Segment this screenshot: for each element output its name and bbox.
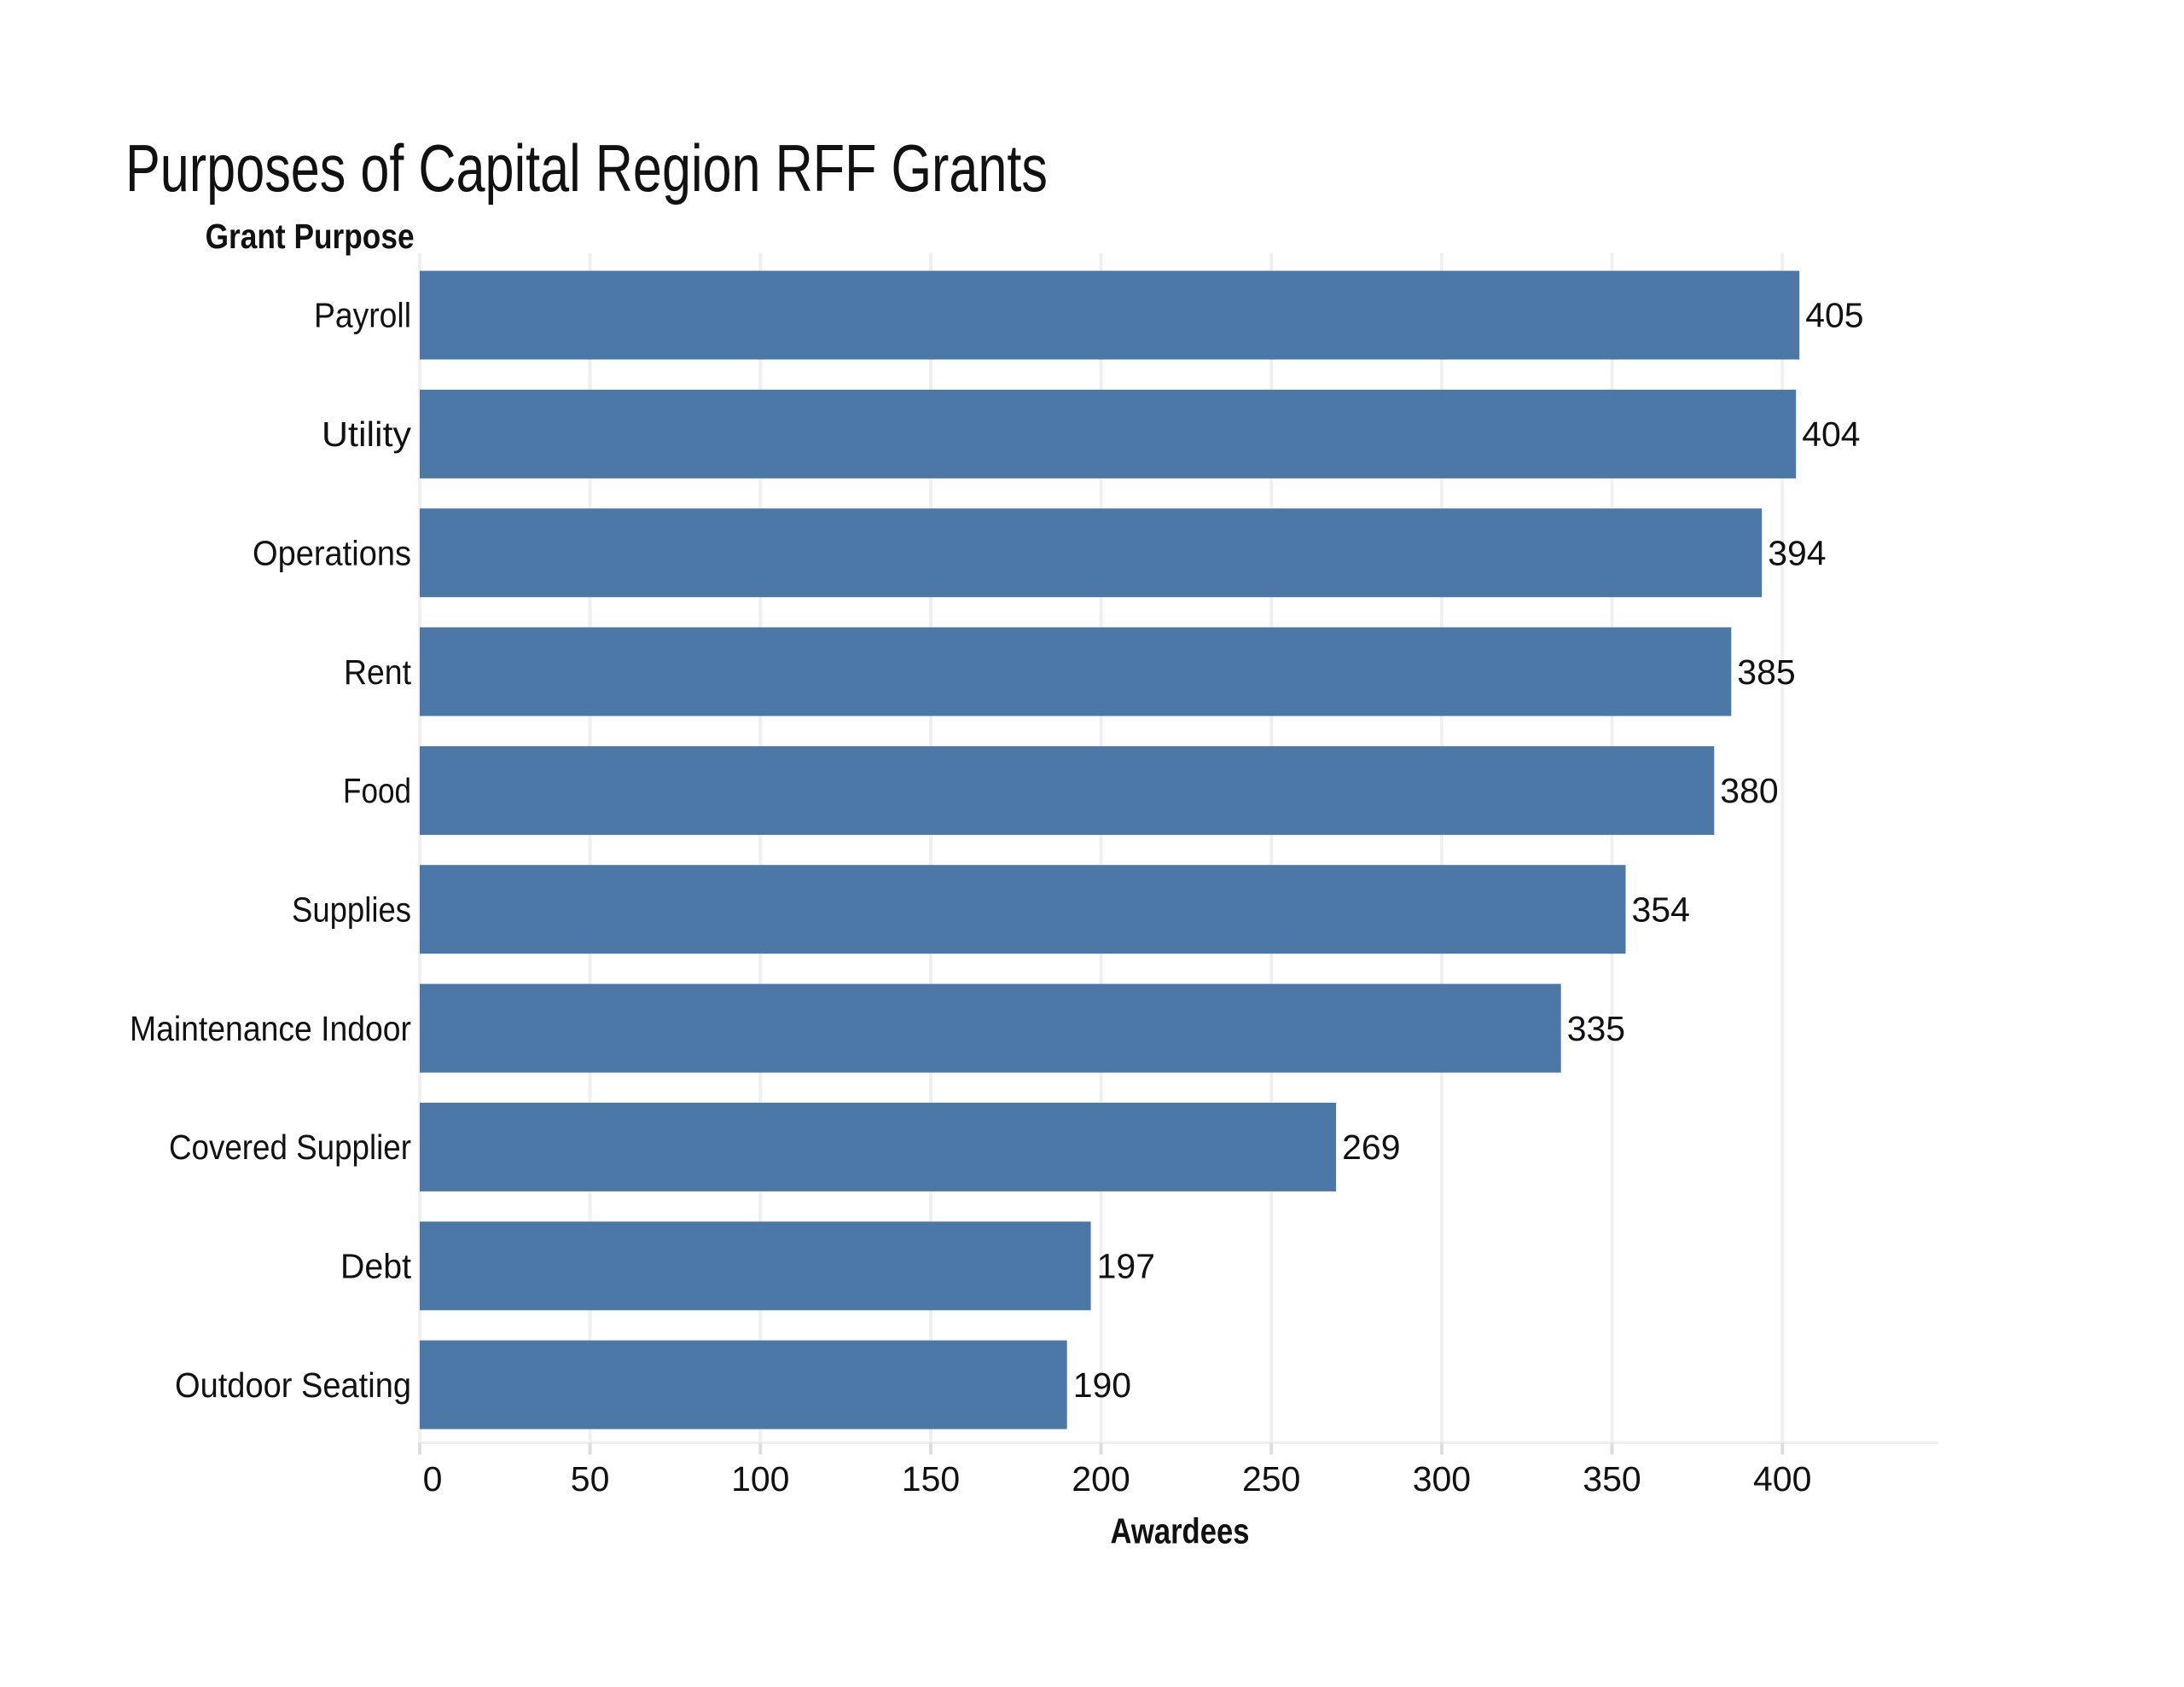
- svg-text:250: 250: [1242, 1459, 1300, 1499]
- svg-text:50: 50: [571, 1459, 610, 1499]
- svg-text:380: 380: [1720, 771, 1778, 810]
- svg-text:Supplies: Supplies: [292, 890, 411, 930]
- svg-text:385: 385: [1737, 652, 1795, 692]
- svg-text:394: 394: [1768, 533, 1826, 572]
- svg-text:405: 405: [1805, 296, 1863, 335]
- svg-text:354: 354: [1632, 890, 1690, 930]
- svg-text:300: 300: [1413, 1459, 1471, 1499]
- svg-text:Purposes of Capital Region RFF: Purposes of Capital Region RFF Grants: [125, 130, 1048, 206]
- svg-text:Outdoor Seating: Outdoor Seating: [175, 1365, 411, 1405]
- svg-text:Food: Food: [343, 771, 411, 810]
- svg-text:Grant Purpose: Grant Purpose: [206, 217, 415, 256]
- svg-text:Awardees: Awardees: [1111, 1511, 1250, 1551]
- svg-text:197: 197: [1097, 1247, 1155, 1286]
- svg-text:Covered Supplier: Covered Supplier: [169, 1128, 411, 1167]
- svg-text:190: 190: [1073, 1365, 1131, 1405]
- svg-text:Maintenance Indoor: Maintenance Indoor: [130, 1009, 411, 1048]
- svg-text:Rent: Rent: [344, 652, 412, 692]
- svg-text:200: 200: [1072, 1459, 1130, 1499]
- svg-text:350: 350: [1583, 1459, 1641, 1499]
- svg-text:Utility: Utility: [322, 415, 412, 454]
- svg-text:Payroll: Payroll: [314, 296, 411, 335]
- svg-text:100: 100: [731, 1459, 789, 1499]
- svg-text:Debt: Debt: [340, 1247, 412, 1286]
- svg-text:404: 404: [1802, 415, 1860, 454]
- svg-text:150: 150: [902, 1459, 960, 1499]
- svg-text:269: 269: [1342, 1128, 1400, 1167]
- svg-text:0: 0: [423, 1459, 443, 1499]
- svg-text:335: 335: [1567, 1009, 1625, 1048]
- svg-text:400: 400: [1753, 1459, 1811, 1499]
- svg-text:Operations: Operations: [253, 533, 411, 572]
